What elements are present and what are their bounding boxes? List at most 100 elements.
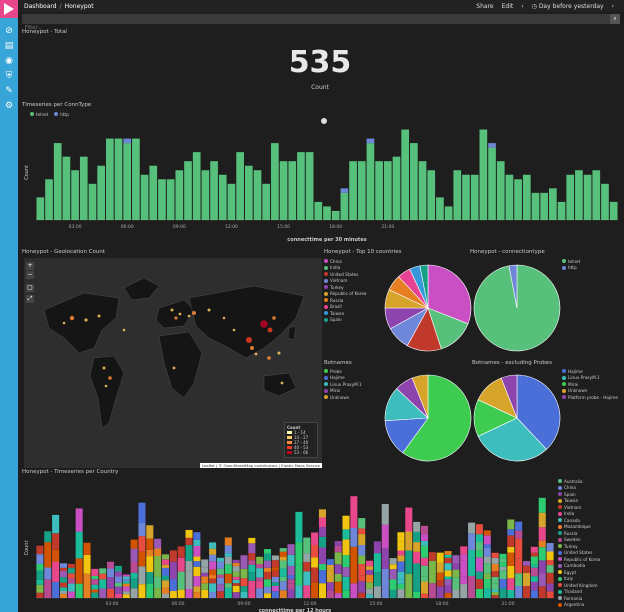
legend-item[interactable]: Hajime [324,375,362,382]
map-fit-icon[interactable]: ⤢ [26,295,34,303]
legend-item[interactable]: China [558,485,600,492]
geo-point [246,337,252,343]
legend-item[interactable]: http [562,265,580,272]
legend-item[interactable]: India [324,265,366,272]
legend-item[interactable]: Unknown [562,388,618,395]
legend-dot [558,563,562,568]
bar-segment [303,571,311,586]
bar-segment [413,551,421,564]
zoom-in-button[interactable]: + [26,262,34,270]
legend-label: Spain [330,317,342,323]
devtools-icon[interactable]: ✎ [5,86,13,96]
map-legend-title: Count [287,425,301,430]
settings-gear-icon[interactable]: ⚙ [4,101,14,111]
legend-item[interactable]: Linux.ProxyM.1 [324,381,362,388]
bar-segment [287,579,295,584]
legend-item[interactable]: China [324,258,366,265]
bar-segment [240,586,248,593]
timelion-icon[interactable]: ⛨ [5,71,13,81]
discover-icon[interactable]: ⊘ [5,26,13,36]
bar-segment [52,514,60,534]
legend-dot [324,291,328,296]
legend-item[interactable]: Platform probe - Hajime [562,394,618,401]
bar-segment [475,571,483,580]
time-picker[interactable]: ◷ Day before yesterday [531,2,604,10]
legend-item[interactable]: Spain [324,317,366,324]
bar-segment [389,579,397,590]
visualize-icon[interactable]: ▤ [4,41,14,51]
chevron-right-icon[interactable]: › [611,2,614,10]
legend-item[interactable]: Hajime [562,368,618,375]
legend-item[interactable]: Turkey [324,284,366,291]
bar-segment [389,569,397,580]
legend-item[interactable]: Taiwan [324,310,366,317]
breadcrumb-dashboard[interactable]: Dashboard [24,2,57,10]
legend-item[interactable]: Mirai [324,388,362,395]
kibana-logo-icon[interactable] [0,0,18,18]
chevron-left-icon[interactable]: ‹ [521,2,524,10]
legend-dot [558,576,562,581]
legend-item[interactable]: Mozambique [558,524,600,531]
edit-button[interactable]: Edit [501,2,514,10]
legend-item[interactable]: Australia [558,478,600,485]
legend-item[interactable]: Unknown [324,394,362,401]
legend-item[interactable]: Probe [324,368,362,375]
bar-segment [232,576,240,580]
legend-item-telnet[interactable]: telnet [30,111,48,118]
legend-item[interactable]: Sweden [558,537,600,544]
legend-item[interactable]: United States [324,271,366,278]
legend-item[interactable]: Republic of Korea [324,291,366,298]
bar-segment [436,580,444,587]
legend-item[interactable]: Cambodia [558,563,600,570]
map-attribution[interactable]: Leaflet | © OpenStreetMap contributors |… [199,463,322,468]
legend-item[interactable]: Vietnam [324,278,366,285]
bar-segment [468,533,476,550]
dashboard-icon[interactable]: ◉ [5,56,13,66]
legend-dot [562,375,566,380]
legend-item-http[interactable]: http [54,111,69,118]
share-button[interactable]: Share [476,2,494,10]
legend-item[interactable]: Egypt [558,569,600,576]
legend-item[interactable]: Taiwan [558,498,600,505]
legend-item[interactable]: telnet [562,258,580,265]
legend-dot [558,505,562,510]
botnames-ex-pie [473,374,561,462]
legend-item[interactable]: Thailand [558,589,600,596]
legend-item[interactable]: Turkey [558,543,600,550]
bar-segment [452,569,460,578]
bar-segment [59,577,67,583]
bar-segment [397,541,405,551]
search-icon[interactable]: ⌕ [610,14,620,24]
bar-segment [99,573,107,580]
bar-segment [67,568,75,574]
bar-segment [169,561,177,580]
legend-item[interactable]: Mirai [562,381,618,388]
legend-item[interactable]: Russia [324,297,366,304]
bar-segment [295,542,303,565]
legend-item[interactable]: Spain [558,491,600,498]
legend-item[interactable]: Italy [558,576,600,583]
bar-telnet [418,161,427,220]
legend-item[interactable]: Republic of Korea [558,556,600,563]
x-tick-label: 06:00 [121,224,134,230]
geolocation-map[interactable]: + − ▢ ⤢ Count 1 - 14 14 - 27 27 - 40 40 … [24,258,322,468]
legend-item[interactable]: Brazil [324,304,366,311]
land-shape [263,372,297,397]
bar-telnet [166,179,175,220]
bar-segment [99,588,107,598]
legend-item[interactable]: Romania [558,595,600,602]
legend-item[interactable]: United States [558,550,600,557]
legend-item[interactable]: Linux.ProxyM.1 [562,375,618,382]
bar-segment [358,545,366,556]
legend-item[interactable]: Vietnam [558,504,600,511]
bar-segment [271,570,279,577]
legend-item[interactable]: United Kingdom [558,582,600,589]
bar-segment [169,550,177,562]
zoom-out-button[interactable]: − [26,271,34,279]
filter-input[interactable] [22,23,602,33]
map-select-icon[interactable]: ▢ [26,284,34,292]
legend-item[interactable]: India [558,511,600,518]
legend-item[interactable]: Argentina [558,602,600,609]
legend-item[interactable]: Canada [558,517,600,524]
legend-item[interactable]: Russia [558,530,600,537]
